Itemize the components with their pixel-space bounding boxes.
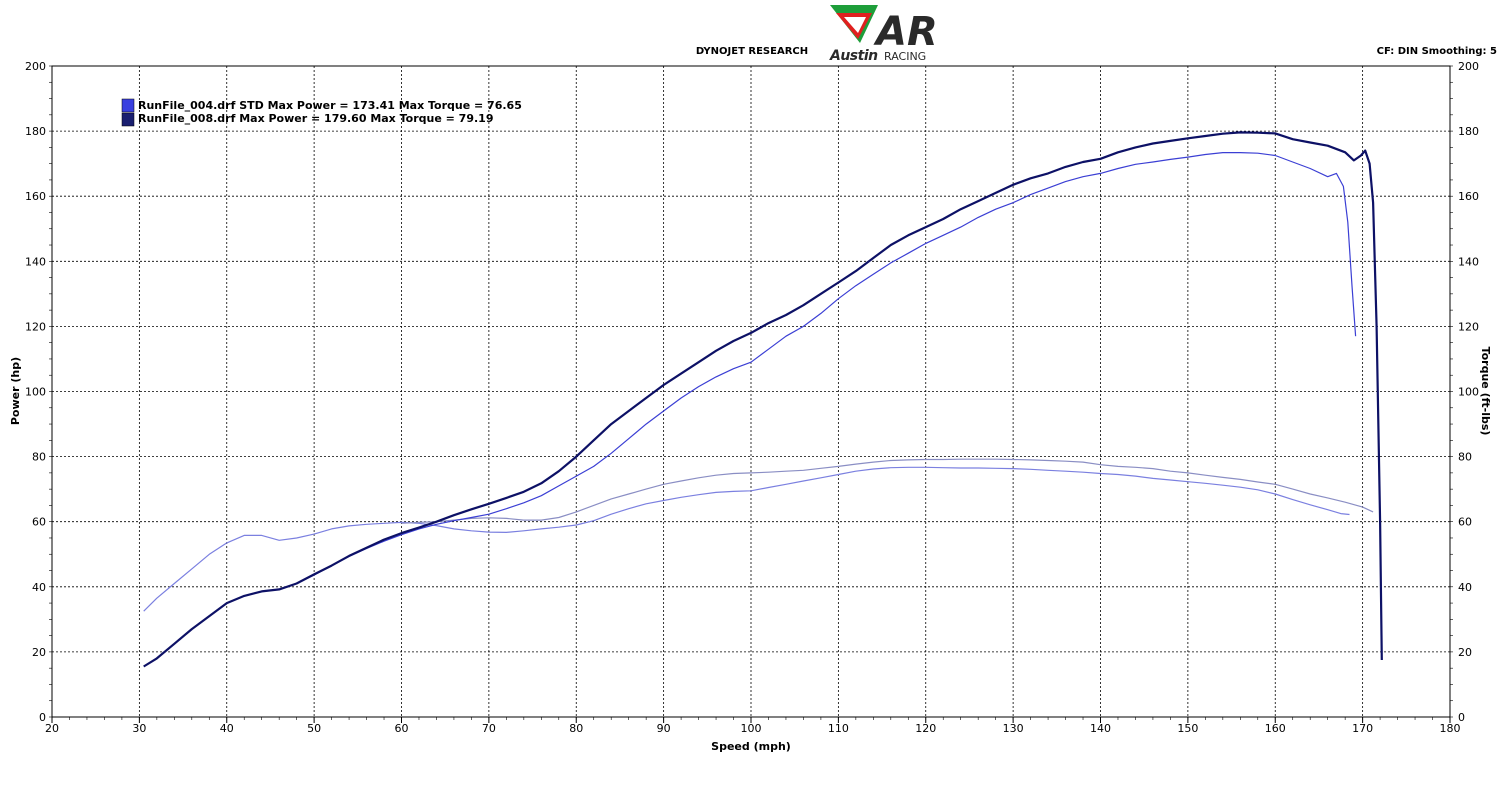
y2-tick-label: 100	[1458, 386, 1479, 399]
austin-racing-logo: AR Austin RACING	[829, 5, 938, 64]
company-name: DYNOJET RESEARCH	[696, 46, 808, 57]
x-tick-label: 20	[45, 722, 59, 735]
y-tick-label: 40	[32, 581, 46, 594]
x-tick-label: 30	[132, 722, 146, 735]
y2-tick-label: 60	[1458, 516, 1472, 529]
x-tick-label: 120	[915, 722, 936, 735]
y-axis-label: Power (hp)	[9, 357, 22, 425]
y2-tick-label: 160	[1458, 190, 1479, 203]
x-axis-label: Speed (mph)	[711, 740, 791, 753]
y2-tick-label: 40	[1458, 581, 1472, 594]
y2-tick-label: 80	[1458, 451, 1472, 464]
x-tick-label: 100	[741, 722, 762, 735]
legend-swatch-runfile-008	[121, 112, 135, 127]
x-tick-label: 170	[1352, 722, 1373, 735]
y-tick-label: 140	[25, 255, 46, 268]
x-tick-label: 40	[220, 722, 234, 735]
series-line-runfile-004-drf-torque	[143, 466, 1350, 612]
x-tick-label: 130	[1003, 722, 1024, 735]
y-tick-label: 120	[25, 320, 46, 333]
logo-letters: AR	[873, 9, 938, 55]
x-tick-label: 180	[1440, 722, 1461, 735]
y2-axis-ticks: 0 20 40 60 80 100 120 140 160 180 200	[1458, 60, 1479, 724]
y-tick-label: 80	[32, 451, 46, 464]
y-tick-label: 100	[25, 386, 46, 399]
x-tick-label: 60	[395, 722, 409, 735]
x-tick-label: 70	[482, 722, 496, 735]
y2-axis-label: Torque (ft-lbs)	[1479, 347, 1492, 436]
legend: RunFile_004.drf STD Max Power = 173.41 M…	[121, 98, 522, 127]
y-tick-label: 180	[25, 125, 46, 138]
series-line-runfile-008-drf-torque	[401, 458, 1374, 524]
y-axis-ticks: 0 20 40 60 80 100 120 140 160 180 200	[25, 60, 46, 724]
x-tick-label: 160	[1265, 722, 1286, 735]
series-line-runfile-004-drf-power	[279, 152, 1357, 590]
x-axis-ticks: 20 30 40 50 60 70 80 90 100 110 120 130 140 150 160 170…	[45, 717, 1461, 735]
logo-text-bold: Austin	[829, 48, 878, 64]
y2-tick-label: 120	[1458, 320, 1479, 333]
x-tick-label: 150	[1177, 722, 1198, 735]
legend-swatch-runfile-004	[121, 98, 135, 113]
x-tick-label: 140	[1090, 722, 1111, 735]
x-tick-label: 110	[828, 722, 849, 735]
y-tick-label: 200	[25, 60, 46, 73]
y2-tick-label: 200	[1458, 60, 1479, 73]
legend-entry-runfile-004: RunFile_004.drf STD Max Power = 173.41 M…	[138, 99, 522, 112]
y2-tick-label: 0	[1458, 711, 1465, 724]
x-tick-label: 50	[307, 722, 321, 735]
minor-ticks	[49, 65, 1453, 720]
series-line-runfile-008-drf-power	[143, 131, 1383, 668]
legend-entry-runfile-008: RunFile_008.drf Max Power = 179.60 Max T…	[138, 112, 493, 125]
y-tick-label: 160	[25, 190, 46, 203]
y-tick-label: 60	[32, 516, 46, 529]
x-tick-label: 80	[569, 722, 583, 735]
y-tick-label: 0	[39, 711, 46, 724]
y2-tick-label: 140	[1458, 255, 1479, 268]
y2-tick-label: 180	[1458, 125, 1479, 138]
settings-text: CF: DIN Smoothing: 5	[1377, 46, 1497, 57]
y2-tick-label: 20	[1458, 646, 1472, 659]
logo-text-light: RACING	[884, 50, 926, 63]
x-tick-label: 90	[657, 722, 671, 735]
y-tick-label: 20	[32, 646, 46, 659]
series-group	[143, 131, 1383, 668]
